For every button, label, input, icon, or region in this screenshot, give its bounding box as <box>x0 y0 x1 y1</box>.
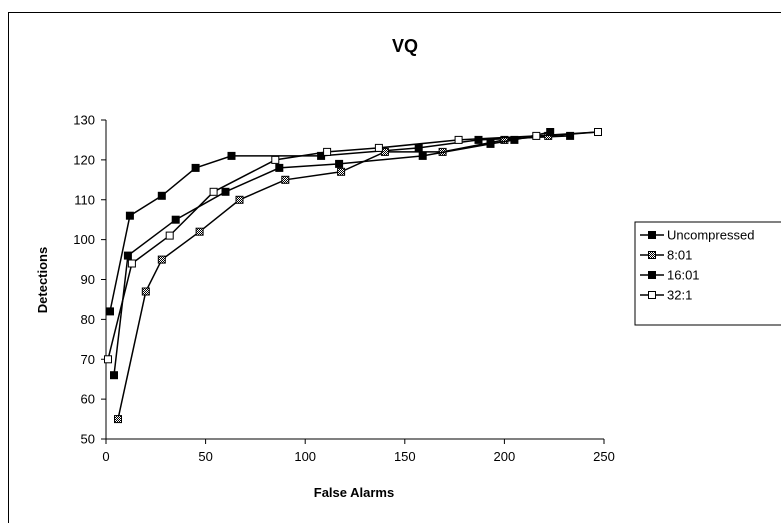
data-point-16-01 <box>123 251 132 260</box>
data-point-uncompressed <box>157 191 166 200</box>
y-tick-label: 120 <box>73 152 95 167</box>
legend-marker-32-1 <box>648 291 656 299</box>
data-point-16-01 <box>486 139 495 148</box>
x-tick-label: 0 <box>102 449 109 464</box>
data-point-8-01 <box>141 287 150 296</box>
data-point-32-1 <box>209 187 218 196</box>
data-point-16-01 <box>418 151 427 160</box>
data-point-32-1 <box>374 143 383 152</box>
legend-marker-uncompressed <box>648 231 656 239</box>
legend-label-32-1: 32:1 <box>667 288 692 303</box>
data-point-16-01 <box>221 187 230 196</box>
legend: Uncompressed 8:01 16:01 32:1 <box>634 221 781 326</box>
data-point-16-01 <box>335 159 344 168</box>
chart-frame <box>8 12 781 523</box>
series-line-32-1 <box>107 131 599 360</box>
data-point-uncompressed <box>191 163 200 172</box>
data-point-uncompressed <box>106 307 114 316</box>
data-point-32-1 <box>127 259 136 268</box>
data-point-32-1 <box>271 155 280 164</box>
data-point-8-01 <box>235 195 244 204</box>
chart-title: VQ <box>392 36 418 56</box>
data-point-uncompressed <box>414 143 423 152</box>
x-tick-label: 50 <box>198 449 212 464</box>
data-point-8-01 <box>157 255 166 264</box>
x-tick-label: 200 <box>494 449 516 464</box>
legend-label-uncompressed: Uncompressed <box>667 228 754 243</box>
x-tick-label: 250 <box>593 449 615 464</box>
data-point-8-01 <box>114 415 122 424</box>
y-tick-label: 100 <box>73 232 95 247</box>
series-line-8-01 <box>117 131 599 420</box>
legend-label-16-01: 16:01 <box>667 268 700 283</box>
x-tick-label: 100 <box>294 449 316 464</box>
plot-area: 50 60 70 80 90 100 110 120 130 0 50 100 150 200 250 <box>73 113 615 465</box>
data-point-32-1 <box>165 231 174 240</box>
x-tick-label: 150 <box>394 449 416 464</box>
data-point-uncompressed <box>474 135 483 144</box>
y-tick-label: 60 <box>81 392 95 407</box>
x-axis-title: False Alarms <box>314 485 394 500</box>
data-point-16-01 <box>171 215 180 224</box>
series-line-16-01 <box>113 131 551 376</box>
data-point-8-01 <box>500 135 509 144</box>
data-point-16-01 <box>275 163 284 172</box>
data-point-uncompressed <box>125 211 134 220</box>
data-point-32-1 <box>323 147 332 156</box>
data-point-32-1 <box>104 355 112 364</box>
data-point-uncompressed <box>566 131 575 140</box>
data-point-32-1 <box>594 128 602 136</box>
data-point-8-01 <box>337 167 346 176</box>
data-point-8-01 <box>281 175 290 184</box>
data-point-16-01 <box>110 371 118 380</box>
y-tick-label: 80 <box>81 312 95 327</box>
y-tick-label: 50 <box>81 432 95 447</box>
y-axis-title: Detections <box>35 247 50 313</box>
y-tick-label: 130 <box>73 113 95 128</box>
legend-marker-16-01 <box>648 271 656 279</box>
y-tick-label: 70 <box>81 352 95 367</box>
data-point-8-01 <box>195 227 204 236</box>
data-point-32-1 <box>454 135 463 144</box>
data-point-uncompressed <box>227 151 236 160</box>
data-point-32-1 <box>532 131 541 140</box>
legend-box <box>634 221 781 326</box>
legend-marker-8-01 <box>648 251 656 259</box>
y-tick-label: 90 <box>81 272 95 287</box>
y-tick-label: 110 <box>74 192 95 207</box>
legend-label-8-01: 8:01 <box>667 248 692 263</box>
